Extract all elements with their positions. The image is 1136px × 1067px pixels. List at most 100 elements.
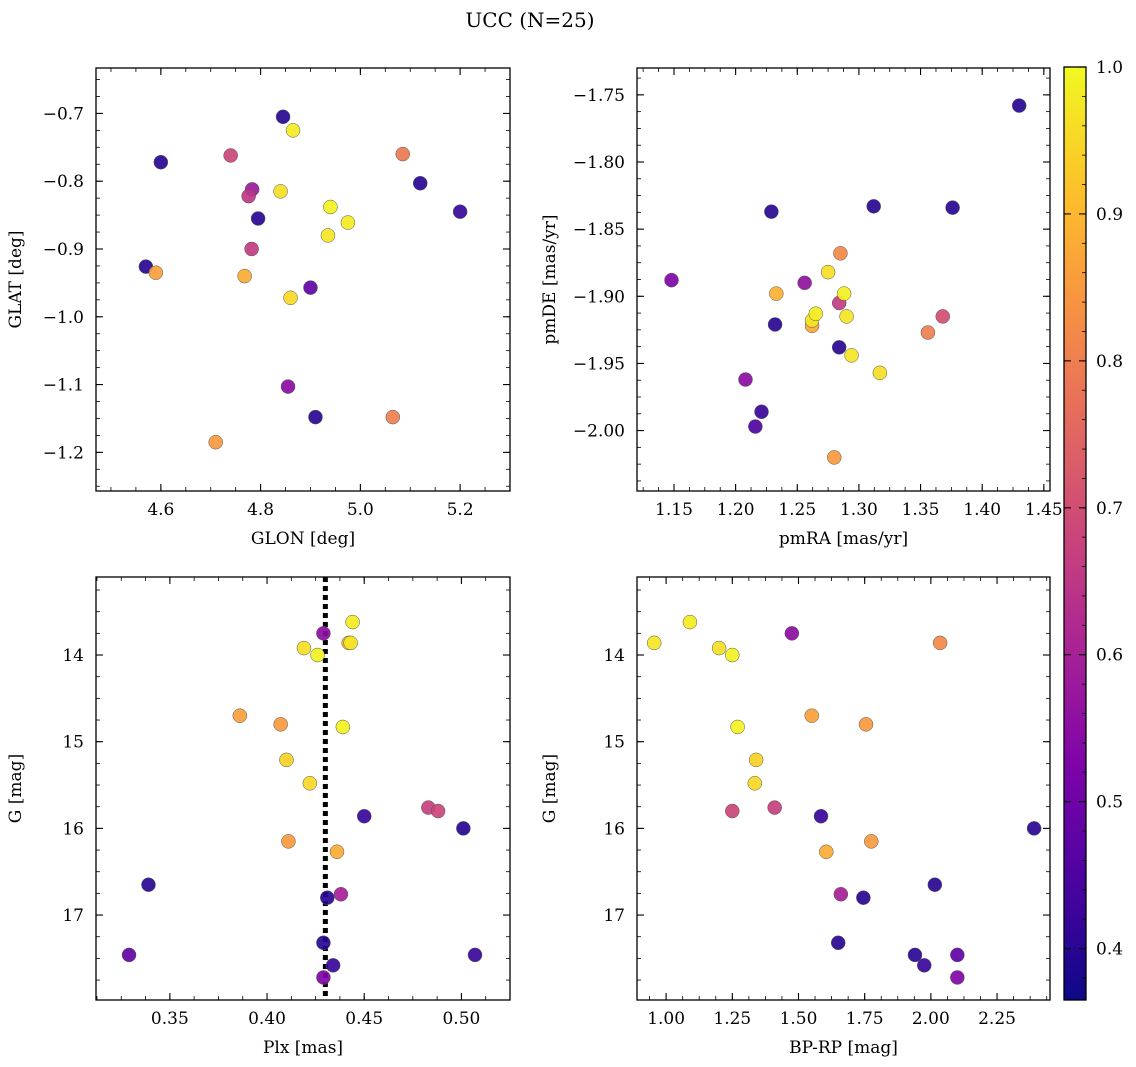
scatter-point — [302, 776, 318, 791]
x-axis-label: pmRA [mas/yr] — [779, 529, 908, 549]
scatter-point — [141, 877, 156, 892]
scatter-point — [237, 268, 252, 284]
scatter-point — [316, 626, 331, 641]
plot-frame — [636, 576, 1051, 1001]
panel-glon-glat: 4.6 4.8 5.0 5.2 −0.7 −0.8 −0.9 −1.0 −1.1 −1.2 GLON… — [6, 67, 511, 549]
scatter-point — [333, 887, 349, 902]
scatter-point — [839, 309, 854, 324]
x-tick-label: 4.8 — [247, 500, 274, 520]
scatter-point — [232, 708, 248, 723]
scatter-point — [1011, 98, 1027, 113]
scatter-point — [452, 204, 468, 219]
y-tick-label: −1.1 — [43, 376, 84, 396]
scatter-point — [769, 286, 784, 301]
scatter-point — [784, 626, 800, 641]
scatter-point — [804, 708, 819, 723]
scatter-point — [747, 776, 763, 791]
scatter-point — [797, 275, 812, 291]
x-tick-label: 0.35 — [151, 1009, 189, 1029]
x-tick-label: 1.30 — [840, 500, 878, 520]
scatter-point — [283, 290, 298, 306]
scatter-point — [279, 752, 294, 768]
scatter-point — [285, 123, 301, 138]
y-tick-label: −0.9 — [43, 240, 84, 260]
scatter-point — [830, 935, 846, 951]
x-tick-label: 4.6 — [147, 500, 174, 520]
x-tick-label: 1.40 — [963, 500, 1001, 520]
scatter-point — [935, 309, 950, 324]
scatter-point — [820, 264, 836, 280]
panel-pmra-pmde: 1.15 1.20 1.25 1.30 1.35 1.40 1.45 −1.75 −1.80 −1… — [540, 67, 1063, 549]
x-tick-label: 1.75 — [846, 1009, 884, 1029]
scatter-point — [866, 199, 881, 214]
colorbar: 1.0 0.9 0.8 0.7 0.6 0.5 0.4 — [1063, 58, 1123, 1001]
x-tick-label: 1.45 — [1025, 500, 1063, 520]
x-tick-label: 0.40 — [248, 1009, 286, 1029]
scatter-point — [833, 246, 848, 261]
scatter-point — [872, 365, 888, 381]
scatter-point — [754, 404, 769, 420]
scatter-point — [343, 635, 358, 651]
x-axis-label: BP-RP [mag] — [789, 1038, 898, 1058]
x-tick-label: 2.25 — [978, 1009, 1016, 1029]
scatter-point — [819, 844, 834, 860]
scatter-point — [725, 647, 740, 663]
scatter-point — [345, 614, 360, 630]
x-tick-label: 1.25 — [778, 500, 816, 520]
scatter-point — [340, 215, 356, 230]
x-axis-label: Plx [mas] — [263, 1038, 343, 1058]
y-axis-label: G [mag] — [540, 754, 560, 823]
colorbar-tick-label: 0.7 — [1096, 499, 1123, 519]
y-tick-label: −1.80 — [573, 153, 625, 173]
colorbar-tick-label: 0.5 — [1096, 793, 1123, 813]
y-tick-label: −1.0 — [43, 308, 84, 328]
scatter-point — [296, 640, 312, 656]
scatter-point — [275, 109, 291, 125]
y-tick-label: 15 — [603, 733, 625, 753]
scatter-point — [335, 719, 351, 735]
x-tick-label: 0.50 — [442, 1009, 480, 1029]
y-tick-label: 16 — [603, 819, 625, 839]
scatter-point — [836, 286, 852, 301]
scatter-point — [467, 947, 483, 963]
scatter-point — [310, 647, 325, 663]
scatter-point — [280, 379, 296, 394]
scatter-point — [831, 340, 847, 355]
scatter-point — [223, 148, 238, 163]
scatter-point — [323, 199, 338, 215]
y-tick-label: 14 — [62, 646, 84, 666]
scatter-point — [646, 635, 662, 651]
scatter-point — [844, 348, 859, 363]
x-tick-label: 1.00 — [647, 1009, 685, 1029]
y-tick-label: 16 — [62, 819, 84, 839]
colorbar-tick-label: 0.6 — [1096, 646, 1123, 666]
y-axis-label: GLAT [deg] — [6, 230, 26, 328]
x-tick-label: 1.35 — [902, 500, 940, 520]
scatter-point — [356, 808, 372, 824]
scatter-point — [329, 844, 345, 860]
scatter-point — [858, 717, 874, 732]
y-tick-label: 15 — [62, 733, 84, 753]
scatter-point — [148, 265, 164, 280]
scatter-point — [244, 241, 259, 257]
colorbar-tick-label: 0.4 — [1096, 940, 1123, 960]
x-tick-label: 1.15 — [655, 500, 693, 520]
scatter-point — [316, 935, 331, 951]
scatter-point — [241, 188, 256, 204]
scatter-point — [281, 834, 296, 849]
scatter-point — [395, 146, 411, 162]
scatter-point — [950, 947, 965, 963]
scatter-point — [950, 970, 965, 985]
scatter-point — [827, 450, 842, 465]
scatter-point — [856, 890, 871, 905]
scatter-point — [664, 272, 679, 288]
plot-frame — [636, 67, 1051, 492]
scatter-point — [303, 280, 318, 295]
scatter-point — [927, 877, 943, 892]
scatter-point — [725, 803, 740, 819]
scatter-point — [325, 958, 341, 973]
scatter-point — [767, 317, 783, 332]
y-tick-label: 17 — [603, 906, 625, 926]
y-tick-label: −1.75 — [573, 86, 625, 106]
scatter-point — [932, 635, 948, 651]
